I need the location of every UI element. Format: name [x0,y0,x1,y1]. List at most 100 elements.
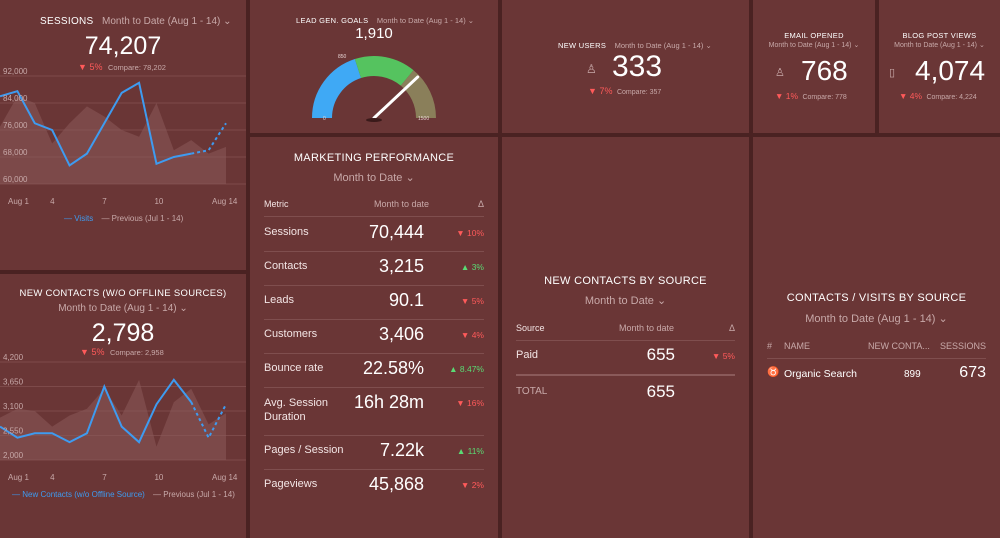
metric-name: Contacts [264,260,308,272]
down-arrow-icon: ▼ [588,86,597,96]
new-contacts-period-dropdown[interactable]: Month to Date (Aug 1 - 14) ⌄ [58,303,188,314]
metric-delta: ▲ 11% [456,446,484,456]
blog-views-tile: BLOG POST VIEWS Month to Date (Aug 1 - 1… [879,0,1000,133]
chevron-down-icon: ⌄ [853,42,860,49]
table-row[interactable]: Leads 90.1 ▼ 5% [264,289,484,320]
metric-delta: ▼ 4% [460,330,484,340]
source-delta: ▼ 5% [711,351,735,361]
legend-previous-marker: — [153,490,162,499]
visits-by-source-period-dropdown[interactable]: Month to Date (Aug 1 - 14) ⌄ [805,313,948,325]
chevron-down-icon: ⌄ [405,172,415,184]
gauge-needle [372,75,420,120]
metric-name: Pages / Session [264,444,344,456]
metric-name: Bounce rate [264,362,324,374]
chevron-down-icon: ⌄ [179,303,188,314]
sessions-value: 74,207 [84,32,162,60]
table-row[interactable]: Bounce rate 22.58% ▲ 8.47% [264,357,484,388]
lead-gen-gauge: 0 850 1500 [312,54,436,122]
metric-name: Pageviews [264,478,318,490]
table-row[interactable]: Customers 3,406 ▼ 4% [264,323,484,354]
down-arrow-icon: ▼ [899,91,908,101]
cbs-header-row: Source Month to date Δ [516,323,735,341]
gauge-max-label: 1500 [418,116,429,122]
marketing-period-dropdown[interactable]: Month to Date ⌄ [333,172,415,184]
up-arrow-icon: ▲ [449,364,458,374]
metric-name: Leads [264,294,294,306]
marketing-performance-tile: MARKETING PERFORMANCE Month to Date ⌄ Me… [250,137,498,538]
col-metric-header: Metric [264,199,289,209]
blog-views-value: 4,074 [915,55,986,86]
y-tick-label: 68,000 [3,148,28,157]
new-contacts-line [0,378,193,444]
x-tick-label: Aug 14 [212,473,238,482]
gauge-segment-mid [354,56,414,86]
x-tick-label: Aug 14 [212,197,238,206]
visits-by-source-tile: CONTACTS / VISITS BY SOURCE Month to Dat… [753,137,1000,538]
total-label: TOTAL [516,386,548,397]
sessions-legend-previous: Previous (Jul 1 - 14) [111,214,184,223]
x-tick-label: Aug 1 [8,473,29,482]
gauge-mid-label: 850 [338,54,347,60]
down-arrow-icon: ▼ [460,296,470,306]
new-users-period-dropdown[interactable]: Month to Date (Aug 1 - 14) ⌄ [614,41,712,50]
lead-gen-value: 1,910 [355,25,393,42]
up-arrow-icon: ▲ [456,446,466,456]
metric-value: 3,406 [378,324,424,344]
legend-current-marker: — [64,214,72,223]
gauge-hub [366,118,382,122]
gauge-segment-high [400,70,436,119]
new-users-compare: Compare: 357 [616,89,662,96]
table-row[interactable]: ♉ Organic Search 899 673 [767,363,986,385]
x-tick-label: Aug 1 [8,197,29,206]
new-contacts-delta: 5% [91,347,105,357]
table-row[interactable]: Pageviews 45,868 ▼ 2% [264,473,484,503]
blog-views-title: BLOG POST VIEWS [902,31,977,40]
metric-delta: ▼ 10% [456,228,484,238]
new-contacts-title: NEW CONTACTS (W/O OFFLINE SOURCES) [19,288,227,299]
col-period-header: Month to date [374,199,430,209]
document-icon: ▯ [889,67,896,79]
col-delta-header: Δ [728,323,735,333]
source-name: Organic Search [784,368,857,380]
source-value: 655 [646,345,675,364]
col-source-header: Source [516,323,545,333]
email-opened-value: 768 [801,55,848,86]
total-row: TOTAL 655 [516,381,735,405]
table-row[interactable]: Sessions 70,444 ▼ 10% [264,221,484,252]
x-tick-label: 4 [50,473,55,482]
col-sessions-header: SESSIONS [939,341,986,351]
chevron-down-icon: ⌄ [705,41,712,50]
table-row[interactable]: Paid 655 ▼ 5% [516,344,735,376]
visits-by-source-title: CONTACTS / VISITS BY SOURCE [786,292,967,304]
vbs-header-row: # NAME NEW CONTA... SESSIONS [767,341,986,359]
table-row[interactable]: Pages / Session 7.22k ▲ 11% [264,439,484,470]
contacts-by-source-title: NEW CONTACTS BY SOURCE [544,275,707,287]
col-contacts-header: NEW CONTA... [868,341,930,351]
contacts-by-source-period-dropdown[interactable]: Month to Date ⌄ [584,295,667,307]
email-opened-period-dropdown[interactable]: Month to Date (Aug 1 - 14) ⌄ [768,42,860,49]
chevron-down-icon: ⌄ [978,42,985,49]
table-row[interactable]: Avg. Session Duration 16h 28m ▼ 16% [264,391,484,436]
new-contacts-legend-previous: Previous (Jul 1 - 14) [163,490,235,499]
new-contacts-previous-area [0,379,226,460]
contacts-by-source-tile: NEW CONTACTS BY SOURCE Month to Date ⌄ S… [502,137,749,538]
source-sessions: 673 [959,364,986,381]
legend-previous-marker: — [101,214,110,223]
metric-delta: ▲ 3% [460,262,484,272]
table-row[interactable]: Contacts 3,215 ▲ 3% [264,255,484,286]
lead-gen-title: LEAD GEN. GOALS [296,16,369,25]
metric-value: 16h 28m [353,392,424,412]
metric-delta: ▼ 16% [456,398,484,408]
email-opened-delta: 1% [785,91,799,101]
y-tick-label: 2,550 [3,427,24,436]
lead-gen-period-dropdown[interactable]: Month to Date (Aug 1 - 14) ⌄ [376,16,475,25]
source-contacts: 899 [904,369,921,380]
sessions-period-dropdown[interactable]: Month to Date (Aug 1 - 14) ⌄ [101,16,232,27]
marketing-header-row: Metric Month to date Δ [264,199,484,217]
new-users-title: NEW USERS [558,41,607,50]
y-tick-label: 92,000 [3,67,28,76]
y-tick-label: 76,000 [3,121,28,130]
blog-views-period-dropdown[interactable]: Month to Date (Aug 1 - 14) ⌄ [894,42,985,49]
blog-views-compare: Compare: 4,224 [926,94,977,101]
